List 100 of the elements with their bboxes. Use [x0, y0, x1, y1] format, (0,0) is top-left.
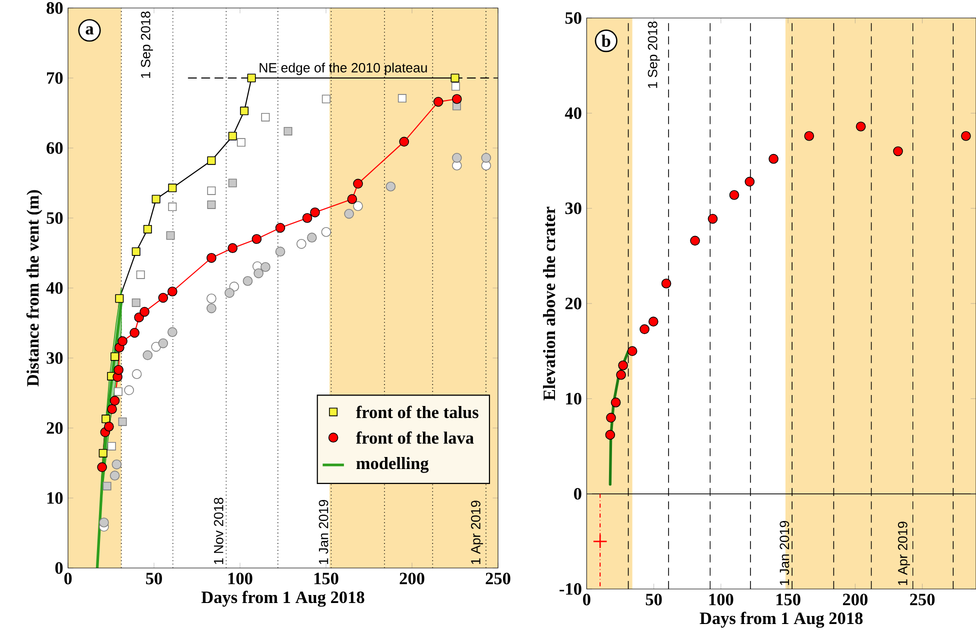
- point: [115, 294, 124, 303]
- point: [275, 246, 286, 257]
- y-tick-label: 50: [565, 12, 582, 24]
- point: [648, 316, 658, 326]
- ref-line-label: 1 Jan 2019: [780, 520, 790, 586]
- point: [302, 213, 312, 223]
- point: [206, 252, 216, 263]
- x-tick-label: 250: [910, 594, 935, 606]
- point: [118, 336, 128, 346]
- point: [228, 178, 237, 188]
- point: [353, 178, 363, 189]
- point: [140, 306, 150, 317]
- x-tick-label: 0: [583, 594, 590, 606]
- point: [452, 94, 462, 104]
- point: [640, 324, 650, 334]
- point: [386, 182, 396, 192]
- y-tick-label: 30: [565, 202, 582, 214]
- point: [166, 231, 175, 240]
- y-tick-label: 0: [55, 562, 63, 574]
- point: [605, 430, 616, 440]
- ref-line-label: 1 Jan 2019: [318, 500, 328, 564]
- point: [618, 360, 628, 370]
- point: [399, 136, 410, 147]
- ref-line-label: 1 Sep 2018: [140, 12, 153, 78]
- point: [451, 82, 460, 91]
- point: [132, 247, 140, 256]
- point: [610, 398, 621, 408]
- x-axis-title: Days from 1 Aug 2018: [201, 590, 364, 607]
- ref-line-label: 1 Apr 2019: [898, 522, 910, 586]
- x-tick-label: 50: [146, 572, 162, 584]
- legend-label: modelling: [356, 457, 429, 473]
- point: [167, 327, 178, 338]
- point: [606, 412, 616, 423]
- legend-label: front of the lava: [356, 431, 474, 444]
- y-tick-label: 50: [46, 212, 63, 224]
- point: [661, 278, 672, 288]
- x-tick-label: 250: [486, 572, 510, 584]
- ref-line-label: 1 Sep 2018: [648, 22, 660, 88]
- x-tick-label: 150: [314, 572, 338, 584]
- point: [228, 132, 237, 140]
- point: [114, 387, 122, 396]
- point: [481, 152, 492, 163]
- point: [592, 534, 608, 549]
- point: [130, 328, 140, 338]
- point: [107, 404, 117, 414]
- point: [152, 194, 160, 204]
- annotation: b: [602, 34, 610, 47]
- point: [893, 146, 903, 156]
- point: [240, 106, 249, 116]
- point: [252, 234, 262, 244]
- point: [347, 194, 358, 204]
- ref-line-label: 1 Nov 2018: [214, 498, 224, 564]
- point: [275, 222, 286, 233]
- point: [142, 350, 153, 360]
- point: [804, 131, 814, 141]
- y-tick-label: 10: [566, 392, 582, 404]
- point: [114, 364, 124, 375]
- point: [247, 74, 256, 82]
- point: [708, 214, 718, 224]
- point: [690, 236, 700, 246]
- point: [450, 74, 460, 82]
- point: [744, 176, 755, 187]
- y-tick-label: 60: [46, 142, 63, 154]
- x-axis-title: Days from 1 Aug 2018: [700, 612, 863, 628]
- point: [112, 459, 122, 470]
- point: [433, 96, 444, 107]
- point: [206, 303, 216, 314]
- y-tick-label: 40: [46, 282, 63, 294]
- point: [856, 122, 866, 132]
- point: [260, 262, 270, 272]
- y-tick-label: 20: [565, 298, 582, 310]
- x-tick-label: 150: [776, 594, 800, 606]
- point: [207, 200, 216, 209]
- annotation: a: [86, 26, 94, 35]
- point: [167, 286, 178, 296]
- point: [158, 292, 168, 303]
- ref-line-label: 1 Apr 2019: [471, 500, 484, 564]
- point: [132, 298, 140, 307]
- point: [310, 207, 320, 218]
- point: [616, 370, 626, 380]
- point: [242, 276, 253, 286]
- x-tick-label: 200: [842, 594, 868, 606]
- point: [228, 243, 238, 254]
- y-tick-label: 20: [46, 422, 63, 434]
- point: [961, 131, 971, 141]
- point: [102, 482, 112, 490]
- legend-label: front of the talus: [356, 406, 478, 418]
- series-label: NE edge of the 2010 plateau: [260, 62, 427, 76]
- point: [344, 208, 354, 219]
- point: [284, 126, 292, 136]
- point: [452, 152, 462, 163]
- y-tick-label: 30: [46, 352, 63, 364]
- point: [627, 346, 638, 356]
- point: [110, 396, 120, 406]
- point: [110, 470, 120, 481]
- point: [353, 201, 363, 212]
- point: [98, 448, 108, 458]
- point: [254, 268, 264, 278]
- point: [306, 232, 317, 243]
- x-tick-label: 200: [400, 572, 424, 584]
